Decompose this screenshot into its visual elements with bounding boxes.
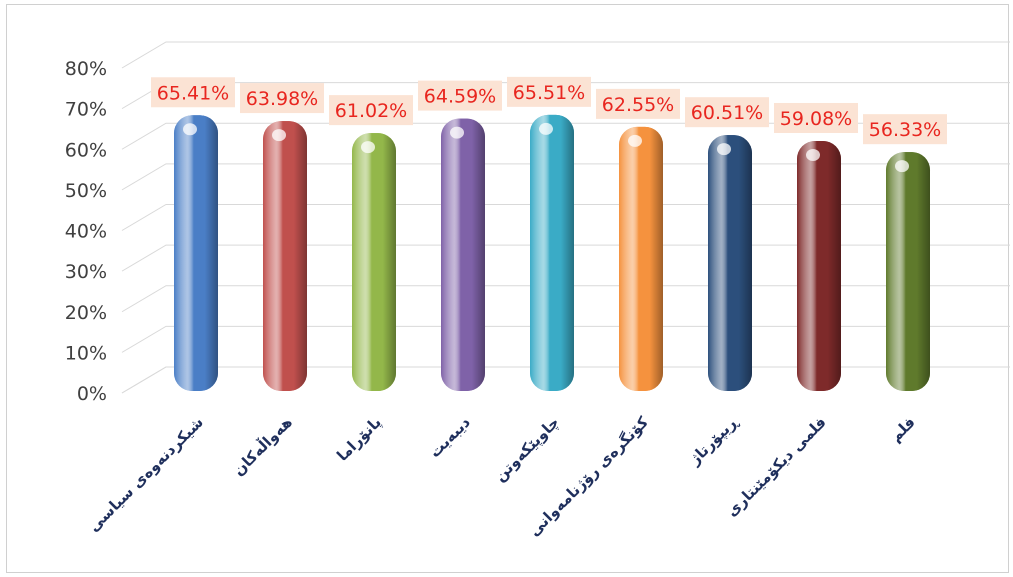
y-tick-label: 0% [77,383,107,405]
svg-text:65.41%: 65.41% [157,82,229,104]
x-tick-label: هەواڵەکان [229,412,296,479]
y-tick-label: 30% [65,261,107,283]
y-tick-label: 70% [65,99,107,121]
x-tick-label: فلمی دیکۆمێنتاری [723,413,830,520]
y-tick-label: 60% [65,139,107,161]
data-label: 56.33% [863,114,947,145]
x-tick-label: چاوپێکەوتن [491,413,564,486]
svg-text:63.98%: 63.98% [246,88,318,110]
data-labels: 65.41% 63.98% 61.02% 64.59% 65.51% 62.55% 60.5… [151,76,947,145]
bar-chart: 0%10%20%30%40%50%60%70%80% 65.41% 63.98%6… [65,41,1010,540]
bar [352,133,396,391]
bar [708,135,752,391]
x-tick-label: فلم [887,413,919,445]
bars [174,114,930,392]
bar [797,140,841,391]
bar [886,152,930,391]
bar [441,118,485,392]
svg-text:59.08%: 59.08% [780,108,852,130]
svg-text:56.33%: 56.33% [869,119,941,141]
svg-text:65.51%: 65.51% [513,82,585,104]
data-label: 61.02% [329,95,413,126]
bar [174,115,218,391]
data-label: 60.51% [685,97,769,128]
bar [263,121,307,392]
gridlines [121,41,1010,394]
bar [530,114,574,391]
y-tick-label: 80% [65,58,107,80]
data-label: 63.98% [240,83,324,114]
bar [619,126,663,391]
y-tick-label: 20% [65,302,107,324]
svg-text:62.55%: 62.55% [602,94,674,116]
svg-text:60.51%: 60.51% [691,102,763,124]
y-tick-label: 10% [65,342,107,364]
y-axis: 0% 10% 20% 30% 40% 50% 60% 70% 80% [65,58,107,405]
svg-text:64.59%: 64.59% [424,86,496,108]
y-tick-label: 40% [65,221,107,243]
x-tick-label: پانۆراما [333,413,385,465]
data-label: 59.08% [774,102,858,133]
svg-text:61.02%: 61.02% [335,100,407,122]
gridline [121,41,1010,69]
x-tick-label: دیبەیت [426,413,474,461]
data-label: 64.59% [418,80,502,111]
x-axis: شیکردنەوەی سیاسی هەواڵەکان پانۆراما دیبەیت چ… [85,412,919,540]
y-tick-label: 50% [65,180,107,202]
data-label: 65.41% [151,77,235,108]
data-label: 62.55% [596,88,680,119]
axis-edge [121,366,167,394]
x-tick-label: شیکردنەوەی سیاسی [85,413,207,535]
x-tick-label: ڕیپۆرتاژ [685,412,743,470]
chart-frame: 0% 10% 20% 30% 40% 50% 60% 70% 80% 65.41% 63.98% 6… [6,4,1010,573]
data-label: 65.51% [507,76,591,107]
